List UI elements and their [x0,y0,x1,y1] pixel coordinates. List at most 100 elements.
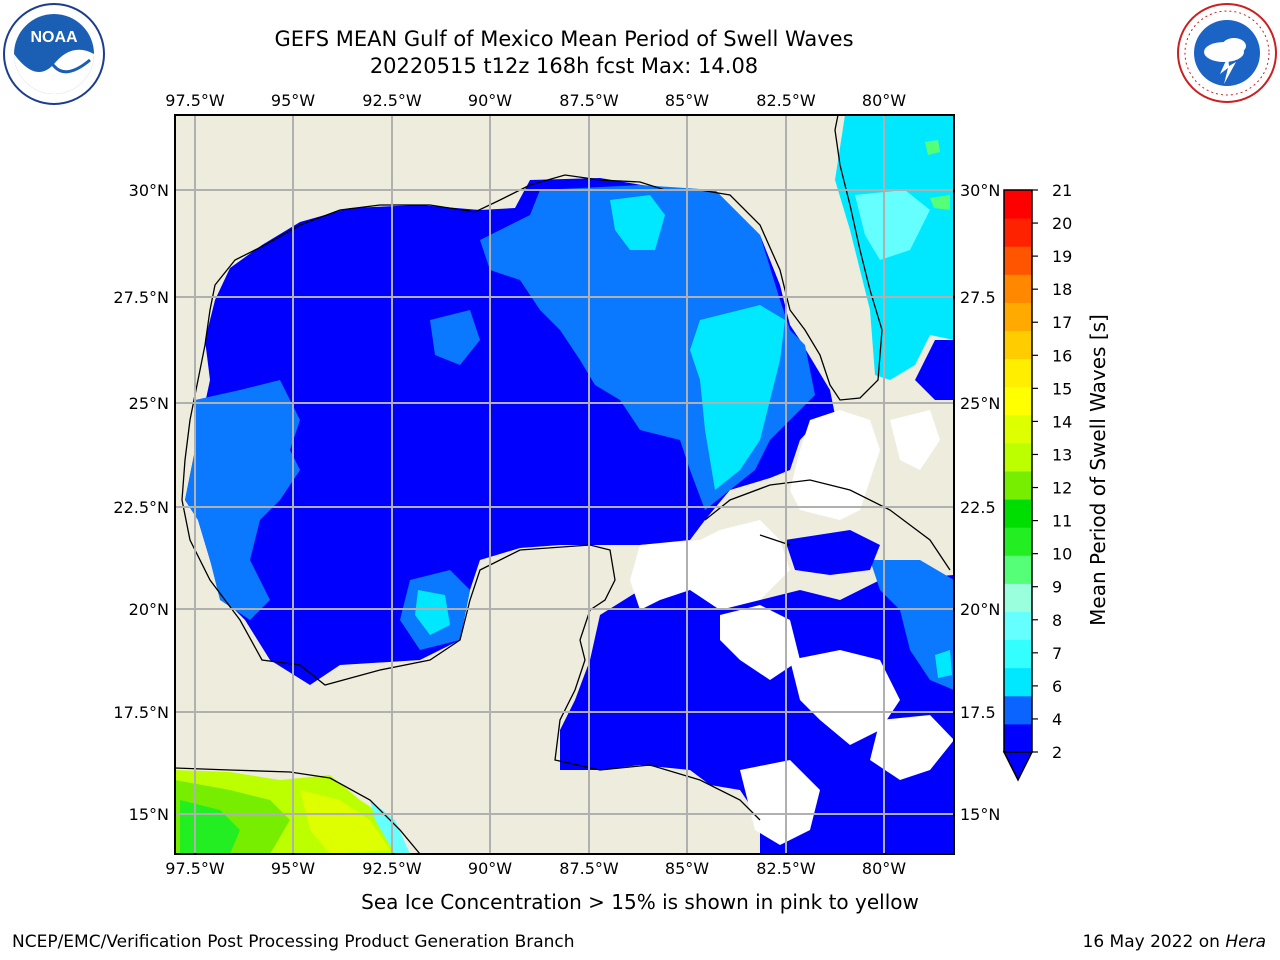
lon-tick-bottom: 87.5°W [559,859,619,878]
noaa-logo-text: NOAA [30,29,78,46]
colorbar-label: Mean Period of Swell Waves [s] [1086,314,1110,626]
gulf-swell-patch [430,310,480,365]
colorbar-tick-label: 6 [1052,677,1062,696]
colorbar-tick-label: 19 [1052,247,1072,266]
colorbar-segment [1004,414,1032,444]
lat-tick-right: 20°N [960,600,1000,619]
colorbar-tick-label: 9 [1052,578,1062,597]
lon-tick-bottom: 80°W [862,859,906,878]
colorbar-segment [1004,611,1032,641]
lat-tick-left: 30°N [129,181,169,200]
lon-tick-bottom: 92.5°W [362,859,422,878]
colorbar-tick-label: 11 [1052,512,1072,531]
noaa-logo-icon: NOAA [3,3,105,105]
lat-tick-right: 30°N [960,181,1000,200]
no-data-area [890,410,940,470]
colorbar-tick-label: 14 [1052,412,1072,431]
colorbar-tick-label: 2 [1052,743,1062,762]
caribbean-swell-patch [785,530,880,575]
colorbar-extension [1002,751,1034,782]
lon-tick-top: 95°W [271,91,315,110]
lon-tick-top: 82.5°W [756,91,816,110]
colorbar-segment [1004,527,1032,556]
colorbar-segment [1004,274,1032,303]
colorbar-segment [1004,667,1032,697]
colorbar-tick-label: 7 [1052,644,1062,663]
colorbar-tick-label: 17 [1052,313,1072,332]
colorbar-tick-label: 15 [1052,379,1072,398]
colorbar-segment [1004,723,1032,753]
gulf-swell-patch [690,305,785,490]
no-data-area [630,520,790,610]
lat-tick-left: 27.5°N [113,288,169,307]
colorbar: 2 4 6 7 8 9 10 11 12 13 14 15 16 17 18 19 20 21 [1002,181,1072,782]
caption-text: Sea Ice Concentration > 15% is shown in … [361,890,919,914]
sea-ice-caption: Sea Ice Concentration > 15% is shown in … [0,890,1280,914]
footer-date: 16 May 2022 on Hera [1083,932,1267,952]
no-data-area [790,410,880,520]
nws-logo-icon [1177,3,1277,103]
footer-credit: NCEP/EMC/Verification Post Processing Pr… [12,932,575,952]
lon-tick-bottom: 85°W [665,859,709,878]
colorbar-tick-label: 16 [1052,346,1072,365]
lon-tick-top: 97.5°W [165,91,225,110]
colorbar-segment [1004,499,1032,528]
gulf-swell-patch [415,590,450,635]
lat-tick-left: 22.5°N [113,498,169,517]
lat-tick-left: 15°N [129,805,169,824]
colorbar-segment [1004,583,1032,612]
atlantic-swell-patch [855,190,930,260]
colorbar-tick-label: 20 [1052,214,1072,233]
pacific-swell-patch [300,790,390,854]
caribbean-swell-patch [870,560,954,690]
footer-date-text: 16 May 2022 on [1082,932,1226,952]
colorbar-segment [1004,386,1032,416]
lat-tick-left: 17.5°N [113,703,169,722]
lat-tick-right: 25°N [960,394,1000,413]
colorbar-segment [1004,246,1032,275]
lat-tick-left: 25°N [129,394,169,413]
colorbar-tick-label: 10 [1052,545,1072,564]
colorbar-segment [1004,471,1032,500]
coastline [175,115,951,854]
caribbean-swell-patch [935,650,952,678]
no-data-area [740,760,820,845]
lon-tick-top: 80°W [862,91,906,110]
colorbar-tick-label: 4 [1052,710,1062,729]
chart-subtitle: 20220515 t12z 168h fcst Max: 14.08 [369,54,759,78]
lon-tick-bottom: 95°W [271,859,315,878]
lat-tick-right: 27.5 [960,288,996,307]
lon-tick-bottom: 82.5°W [756,859,816,878]
colorbar-tick-label: 18 [1052,280,1072,299]
colorbar-tick-label: 8 [1052,611,1062,630]
gulf-swell-patch [610,195,665,250]
lon-tick-top: 92.5°W [362,91,422,110]
lat-tick-right: 22.5 [960,498,996,517]
atlantic-swell-patch [915,340,954,400]
no-data-area [720,605,800,680]
colorbar-segment [1004,639,1032,669]
lon-tick-top: 90°W [468,91,512,110]
lon-tick-bottom: 97.5°W [165,859,225,878]
lat-tick-right: 17.5 [960,703,996,722]
colorbar-segment [1004,190,1032,219]
lat-tick-left: 20°N [129,600,169,619]
colorbar-tick-label: 13 [1052,445,1072,464]
colorbar-tick-label: 21 [1052,181,1072,200]
colorbar-tick-label: 12 [1052,479,1072,498]
caribbean-swell-field [560,575,954,854]
colorbar-segment [1004,218,1032,247]
atlantic-swell-patch [925,140,940,155]
chart-title: GEFS MEAN Gulf of Mexico Mean Period of … [274,27,854,51]
colorbar-segment [1004,442,1032,472]
lon-tick-top: 85°W [665,91,709,110]
atlantic-swell-patch [930,195,950,210]
no-data-area [870,715,954,780]
lon-tick-bottom: 90°W [468,859,512,878]
colorbar-segment [1004,330,1032,360]
colorbar-segment [1004,302,1032,331]
footer-machine: Hera [1225,932,1266,952]
lat-tick-right: 15°N [960,805,1000,824]
map-frame [174,114,955,855]
